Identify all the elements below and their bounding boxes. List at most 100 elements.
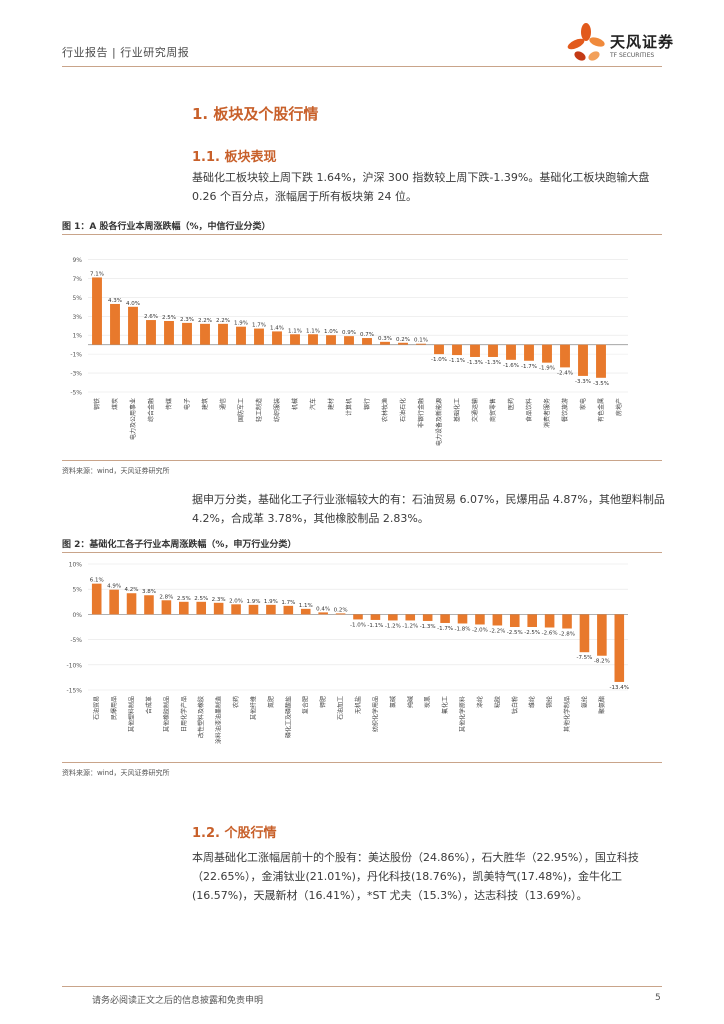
y-tick-label: -15% bbox=[66, 688, 82, 695]
bar bbox=[527, 614, 537, 627]
page-number: 5 bbox=[655, 993, 661, 1003]
data-label: 1.7% bbox=[252, 323, 266, 329]
figure2-source: 资料来源：wind，天风证券研究所 bbox=[62, 769, 170, 777]
data-label: 1.9% bbox=[234, 321, 248, 327]
category-label: 氨纶 bbox=[580, 696, 588, 708]
data-label: 0.9% bbox=[342, 330, 356, 336]
category-label: 合成革 bbox=[145, 696, 153, 714]
category-label: 无机盐 bbox=[354, 696, 362, 714]
category-label: 通信 bbox=[219, 398, 227, 410]
category-label: 建材 bbox=[327, 398, 335, 410]
bar bbox=[524, 344, 534, 361]
bar bbox=[300, 608, 311, 615]
bar bbox=[452, 344, 462, 356]
figure1-title: 图 1：A 股各行业本周涨跌幅（%，中信行业分类） bbox=[62, 222, 271, 232]
category-label: 日用化学产品 bbox=[180, 696, 188, 732]
data-label: -1.2% bbox=[385, 623, 401, 629]
category-label: 消费者服务 bbox=[543, 398, 551, 428]
data-label: -1.0% bbox=[350, 622, 366, 628]
bar bbox=[335, 613, 346, 615]
bar bbox=[231, 604, 241, 615]
data-label: 1.1% bbox=[288, 328, 302, 334]
bar bbox=[422, 614, 433, 621]
category-label: 钾肥 bbox=[319, 696, 327, 708]
data-label: -2.6% bbox=[542, 631, 558, 637]
data-label: 2.3% bbox=[212, 597, 226, 603]
category-label: 维纶 bbox=[528, 696, 536, 708]
category-label: 钢铁 bbox=[93, 398, 101, 410]
data-label: -2.2% bbox=[489, 628, 505, 634]
bar bbox=[597, 614, 607, 656]
bar bbox=[398, 342, 408, 345]
bar bbox=[196, 601, 207, 615]
figure2-bottom-rule bbox=[62, 762, 662, 763]
data-label: -1.9% bbox=[539, 366, 555, 372]
bar bbox=[91, 583, 102, 615]
bar bbox=[344, 336, 354, 345]
data-label: 4.2% bbox=[125, 587, 139, 593]
data-label: -2.0% bbox=[472, 627, 488, 633]
bar bbox=[326, 335, 336, 345]
subindustry-weekly-change-chart: -15% -10% -5% 0% 5% 10% 6.1% 石油贸易 4.9% 民爆用品 4.2% 其他… bbox=[66, 562, 629, 745]
data-label: -2.5% bbox=[507, 630, 523, 636]
category-label: 其他化学原料 bbox=[459, 696, 467, 732]
bar bbox=[144, 595, 154, 615]
data-label: -1.7% bbox=[437, 626, 453, 632]
category-label: 银行 bbox=[363, 398, 371, 410]
data-label: 1.9% bbox=[264, 599, 278, 605]
subindustry-summary-paragraph: 据申万分类，基础化工子行业涨幅较大的有：石油贸易 6.07%，民爆用品 4.87… bbox=[192, 493, 665, 525]
category-label: 食品饮料 bbox=[525, 398, 533, 422]
data-label: 2.6% bbox=[144, 314, 158, 320]
category-label: 有色金属 bbox=[597, 398, 605, 422]
industry-weekly-change-chart: -5% -3% -1% 1% 3% 5% 7% 9% 7.1% 钢铁 4.3% 煤炭 4.0% 电力及公用… bbox=[70, 257, 628, 446]
category-label: 纯碱 bbox=[406, 696, 414, 708]
bar bbox=[560, 344, 570, 368]
report-type-header: 行业报告 | 行业研究周报 bbox=[62, 46, 190, 59]
category-label: 涂料油漆油墨制造 bbox=[215, 696, 223, 744]
data-label: -2.8% bbox=[559, 632, 575, 638]
y-tick-label: 1% bbox=[72, 333, 82, 340]
y-tick-label: -10% bbox=[66, 662, 82, 669]
category-label: 电子 bbox=[183, 398, 191, 410]
category-label: 综合金融 bbox=[147, 398, 155, 422]
data-label: 2.3% bbox=[180, 317, 194, 323]
flower-logo-icon bbox=[567, 23, 605, 61]
data-label: -13.4% bbox=[610, 685, 629, 691]
bar bbox=[353, 614, 363, 620]
category-label: 石油加工 bbox=[337, 696, 345, 720]
data-label: -2.4% bbox=[557, 370, 573, 376]
category-label: 其他化学制品 bbox=[563, 696, 571, 732]
data-label: 0.7% bbox=[360, 332, 374, 338]
subsection-title-sector: 1.1. 板块表现 bbox=[192, 150, 277, 165]
category-label: 其他纤维 bbox=[249, 696, 257, 720]
category-label: 氮肥 bbox=[267, 696, 275, 708]
bar bbox=[475, 614, 485, 625]
bar bbox=[283, 605, 294, 615]
figure1-top-rule bbox=[62, 234, 662, 235]
data-label: 0.1% bbox=[414, 338, 428, 344]
y-tick-label: 5% bbox=[72, 587, 82, 594]
category-label: 锦纶 bbox=[546, 696, 554, 708]
category-label: 涤纶 bbox=[476, 696, 484, 708]
data-label: -8.2% bbox=[594, 659, 610, 665]
data-label: 2.8% bbox=[159, 594, 173, 600]
top-stocks-paragraph: 本周基础化工涨幅居前十的个股有：美达股份（24.86%），石大胜华（22.95%… bbox=[192, 851, 639, 902]
category-label: 医药 bbox=[507, 398, 515, 410]
category-label: 煤炭 bbox=[111, 398, 119, 410]
bar bbox=[128, 306, 138, 345]
y-tick-label: 3% bbox=[72, 314, 82, 321]
bar bbox=[380, 341, 390, 345]
bar bbox=[164, 321, 174, 345]
figure2-title: 图 2：基础化工各子行业本周涨跌幅（%，申万行业分类） bbox=[62, 540, 297, 550]
figure1-bottom-rule bbox=[62, 460, 662, 461]
category-label: 民爆用品 bbox=[110, 696, 118, 720]
data-label: 4.0% bbox=[126, 301, 140, 307]
category-label: 氯碱 bbox=[389, 696, 397, 708]
data-label: -1.3% bbox=[420, 624, 436, 630]
bar bbox=[542, 344, 552, 363]
data-label: -2.5% bbox=[524, 630, 540, 636]
data-label: -3.5% bbox=[593, 381, 609, 387]
y-tick-label: -3% bbox=[70, 371, 82, 378]
footer-divider bbox=[62, 986, 662, 987]
category-label: 国防军工 bbox=[237, 398, 245, 422]
